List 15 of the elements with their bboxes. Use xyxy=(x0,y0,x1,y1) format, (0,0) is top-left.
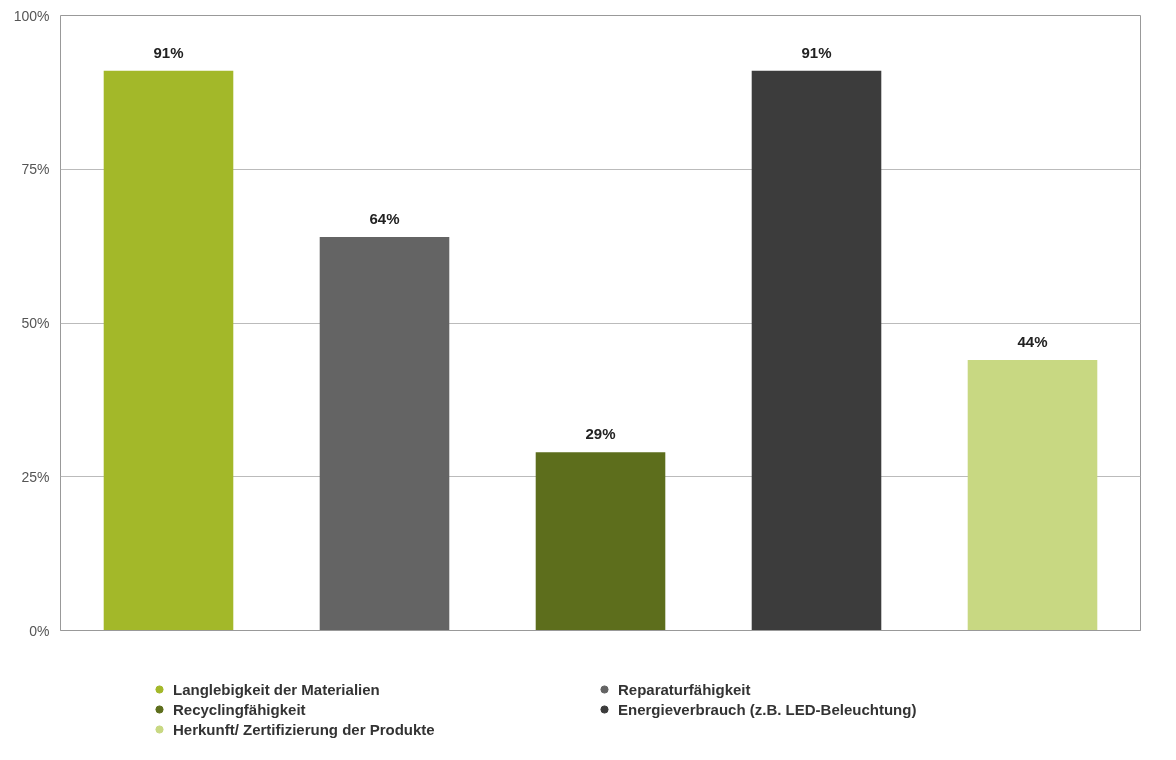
legend-label: Reparaturfähigkeit xyxy=(618,680,752,698)
legend-label: Herkunft/ Zertifizierung der Produkte xyxy=(173,720,436,738)
legend-label: Recyclingfähigkeit xyxy=(173,700,307,718)
data-label: 91% xyxy=(153,43,184,61)
y-tick-label: 25% xyxy=(21,468,50,485)
legend-label: Langlebigkeit der Materialien xyxy=(173,680,381,698)
legend-label: Energieverbrauch (z.B. LED-Beleuchtung) xyxy=(618,700,918,718)
data-label: 29% xyxy=(585,425,616,443)
y-tick-label: 50% xyxy=(21,315,50,331)
data-label: 91% xyxy=(801,43,832,61)
y-tick-label: 0% xyxy=(29,622,50,639)
data-label: 44% xyxy=(1017,332,1048,350)
data-label: 64% xyxy=(369,209,400,227)
y-tick-label: 75% xyxy=(21,161,50,178)
y-tick-label: 100% xyxy=(13,7,50,24)
